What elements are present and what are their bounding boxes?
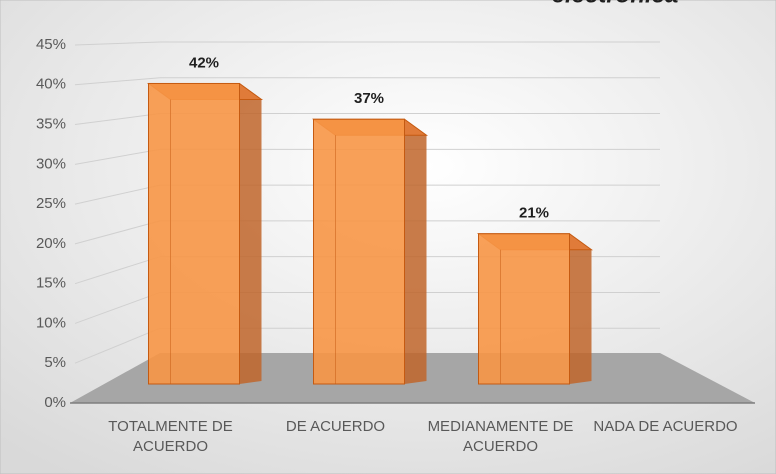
bar bbox=[148, 82, 240, 385]
y-tick-label: 30% bbox=[36, 155, 66, 172]
grid-line bbox=[74, 256, 161, 285]
x-tick-label: DE ACUERDO bbox=[285, 418, 386, 435]
y-tick-label: 0% bbox=[44, 394, 66, 411]
value-label: 42% bbox=[189, 54, 219, 71]
x-tick-label: NADA DE ACUERDO bbox=[593, 418, 738, 435]
grid-line bbox=[74, 148, 161, 165]
y-tick-label: 20% bbox=[36, 235, 66, 252]
y-tick-label: 45% bbox=[36, 36, 66, 53]
y-tick-label: 40% bbox=[36, 76, 66, 93]
bar bbox=[313, 118, 405, 385]
value-label: 21% bbox=[519, 205, 549, 222]
bar bbox=[478, 233, 570, 385]
value-label: 37% bbox=[354, 90, 384, 107]
x-tick-label: TOTALMENTE DE ACUERDO bbox=[108, 418, 233, 455]
grid-line bbox=[74, 41, 161, 46]
grid-line bbox=[74, 77, 161, 86]
grid-line bbox=[74, 184, 161, 205]
chart-title: electrónica bbox=[552, 0, 679, 8]
grid-line bbox=[74, 113, 161, 126]
bar-side bbox=[239, 83, 262, 384]
bar-side bbox=[404, 119, 427, 384]
bar-side bbox=[569, 233, 592, 384]
grid-line bbox=[74, 220, 161, 245]
y-tick-label: 10% bbox=[36, 314, 66, 331]
x-tick-label: MEDIANAMENTE DE ACUERDO bbox=[427, 418, 574, 455]
grid-line bbox=[74, 291, 161, 324]
y-tick-label: 15% bbox=[36, 275, 66, 292]
grid-line bbox=[74, 327, 161, 364]
y-tick-label: 25% bbox=[36, 195, 66, 212]
y-tick-label: 35% bbox=[36, 116, 66, 133]
y-tick-label: 5% bbox=[44, 354, 66, 371]
